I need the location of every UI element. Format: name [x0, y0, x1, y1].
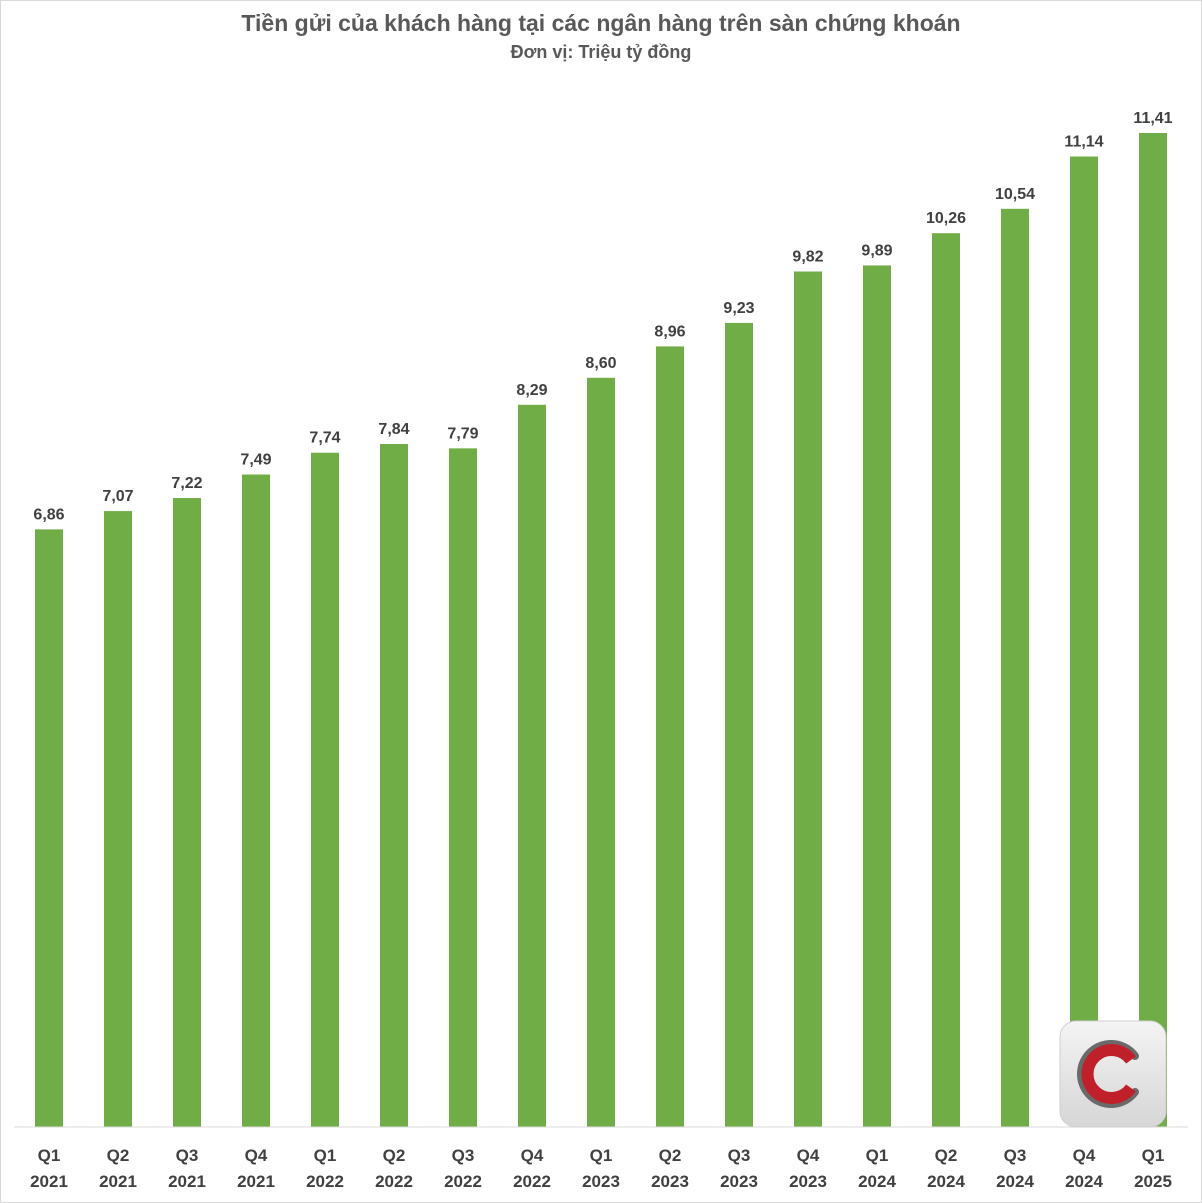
bar-12: [863, 265, 891, 1127]
data-label-13: 10,26: [926, 210, 966, 227]
x-tick-label-8-1: 2023: [582, 1172, 620, 1191]
x-tick-label-7-1: 2022: [513, 1172, 551, 1191]
bar-11: [794, 271, 822, 1127]
data-label-10: 9,23: [723, 300, 754, 317]
x-tick-label-6-1: 2022: [444, 1172, 482, 1191]
data-label-15: 11,14: [1064, 134, 1103, 151]
x-tick-label-11-1: 2023: [789, 1172, 827, 1191]
x-tick-label-2-0: Q3: [176, 1146, 199, 1165]
x-tick-label-2-1: 2021: [168, 1172, 206, 1191]
data-label-5: 7,84: [378, 421, 409, 438]
bar-3: [242, 474, 270, 1127]
x-tick-label-15-1: 2024: [1065, 1172, 1103, 1191]
data-label-2: 7,22: [171, 475, 202, 492]
bar-14: [1001, 208, 1029, 1128]
x-tick-label-4-0: Q1: [314, 1146, 337, 1165]
x-tick-label-3-1: 2021: [237, 1172, 275, 1191]
x-tick-labels-group: Q1 2021 Q2 2021 Q3 2021 Q4 2021 Q1 2022 Q2 2022 Q3 20…: [30, 1146, 1172, 1191]
bar-13: [932, 233, 960, 1127]
bar-4: [311, 452, 339, 1128]
data-label-6: 7,79: [447, 425, 478, 442]
x-tick-label-0-1: 2021: [30, 1172, 68, 1191]
x-tick-label-13-1: 2024: [927, 1172, 965, 1191]
bar-16: [1139, 133, 1167, 1127]
x-tick-label-10-0: Q3: [728, 1146, 751, 1165]
data-label-16: 11,41: [1133, 110, 1172, 127]
bars-group: [35, 133, 1167, 1128]
data-label-4: 7,74: [309, 430, 340, 447]
data-label-8: 8,60: [585, 355, 616, 372]
x-tick-label-8-0: Q1: [590, 1146, 613, 1165]
x-tick-label-15-0: Q4: [1073, 1146, 1096, 1165]
x-tick-label-9-0: Q2: [659, 1146, 682, 1165]
cafef-c-logo-icon: [1059, 1020, 1167, 1128]
x-tick-label-7-0: Q4: [521, 1146, 544, 1165]
bar-2: [173, 498, 201, 1127]
data-label-12: 9,89: [861, 242, 892, 259]
x-tick-label-1-0: Q2: [107, 1146, 130, 1165]
x-tick-label-16-0: Q1: [1142, 1146, 1165, 1165]
x-tick-label-13-0: Q2: [935, 1146, 958, 1165]
data-label-1: 7,07: [102, 488, 133, 505]
chart-subtitle: Đơn vị: Triệu tỷ đồng: [510, 42, 692, 62]
x-tick-label-14-1: 2024: [996, 1172, 1034, 1191]
x-tick-label-3-0: Q4: [245, 1146, 268, 1165]
bar-0: [35, 529, 63, 1127]
bar-8: [587, 377, 615, 1127]
chart-title: Tiền gửi của khách hàng tại các ngân hàn…: [241, 10, 961, 36]
bar-9: [656, 346, 684, 1128]
x-tick-label-12-0: Q1: [866, 1146, 889, 1165]
data-labels-group: 6,86 7,07 7,22 7,49 7,74 7,84 7,79 8,29 8,60 8,96…: [33, 110, 1172, 523]
bar-1: [104, 511, 132, 1127]
data-label-7: 8,29: [516, 382, 547, 399]
bar-6: [449, 448, 477, 1128]
x-tick-label-1-1: 2021: [99, 1172, 137, 1191]
x-tick-label-9-1: 2023: [651, 1172, 689, 1191]
data-label-9: 8,96: [654, 323, 685, 340]
data-label-0: 6,86: [33, 506, 64, 523]
x-tick-label-11-0: Q4: [797, 1146, 820, 1165]
x-tick-label-0-0: Q1: [38, 1146, 61, 1165]
bar-10: [725, 322, 753, 1127]
x-tick-label-12-1: 2024: [858, 1172, 896, 1191]
x-tick-label-6-0: Q3: [452, 1146, 475, 1165]
x-tick-label-5-1: 2022: [375, 1172, 413, 1191]
data-label-14: 10,54: [995, 186, 1035, 203]
bar-15: [1070, 156, 1098, 1127]
x-tick-label-16-1: 2025: [1134, 1172, 1172, 1191]
x-tick-label-14-0: Q3: [1004, 1146, 1027, 1165]
data-label-3: 7,49: [240, 451, 271, 468]
bar-7: [518, 404, 546, 1127]
data-label-11: 9,82: [792, 249, 823, 266]
bar-5: [380, 444, 408, 1128]
x-tick-label-4-1: 2022: [306, 1172, 344, 1191]
x-tick-label-10-1: 2023: [720, 1172, 758, 1191]
x-tick-label-5-0: Q2: [383, 1146, 406, 1165]
